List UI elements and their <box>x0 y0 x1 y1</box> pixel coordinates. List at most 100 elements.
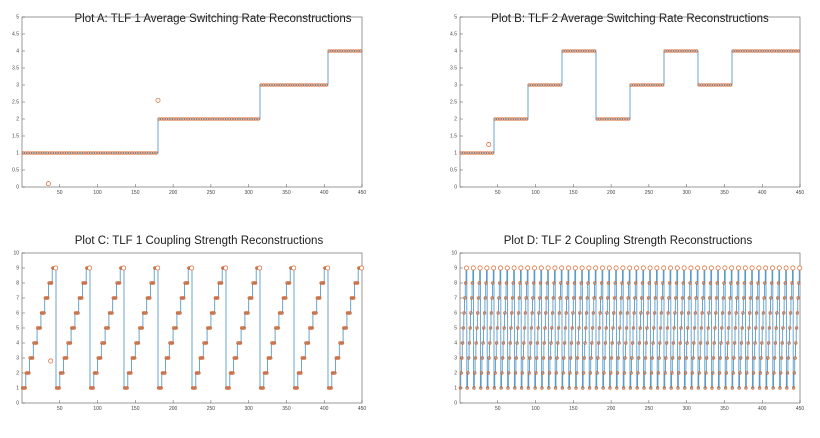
reconstruction-marker <box>735 281 740 285</box>
peak-marker <box>797 265 803 271</box>
reconstruction-marker <box>339 341 343 345</box>
reconstruction-marker <box>642 386 646 390</box>
x-tick-label: 350 <box>720 406 729 412</box>
peak-marker <box>498 265 503 271</box>
reconstruction-marker <box>83 281 88 285</box>
reconstruction-marker <box>248 296 253 300</box>
reconstruction-marker <box>227 386 231 390</box>
x-tick-label: 400 <box>758 190 767 196</box>
reconstruction-marker <box>544 296 549 300</box>
reconstruction-marker <box>226 386 230 390</box>
reconstruction-marker <box>536 326 540 330</box>
reconstruction-marker <box>701 281 706 285</box>
reconstruction-marker <box>496 311 500 315</box>
reconstruction-marker <box>731 371 735 375</box>
reconstruction-marker <box>195 371 200 375</box>
reconstruction-marker <box>653 296 658 300</box>
peak-marker <box>606 265 612 271</box>
reconstruction-marker <box>757 386 762 390</box>
reconstruction-marker <box>646 311 650 315</box>
reconstruction-marker <box>329 386 333 390</box>
reconstruction-marker <box>501 341 506 345</box>
reconstruction-marker <box>117 281 122 285</box>
x-tick-label: 150 <box>131 190 140 196</box>
peak-marker <box>477 265 483 271</box>
reconstruction-marker <box>541 371 545 375</box>
reconstruction-marker <box>127 371 132 375</box>
peak-marker <box>87 265 93 271</box>
reconstruction-marker <box>674 281 679 285</box>
reconstruction-marker <box>739 341 744 345</box>
reconstruction-marker <box>722 281 726 285</box>
reconstruction-marker <box>714 311 718 315</box>
reconstruction-marker <box>732 356 736 360</box>
reconstruction-marker <box>637 341 642 345</box>
reconstruction-marker <box>587 386 592 390</box>
reconstruction-marker <box>534 371 538 375</box>
peak-marker <box>518 265 524 271</box>
plot-d-title: Plot D: TLF 2 Coupling Strength Reconstr… <box>504 235 753 247</box>
reconstruction-marker <box>697 371 701 375</box>
reconstruction-marker <box>234 356 239 360</box>
reconstruction-marker <box>528 356 532 360</box>
reconstruction-marker <box>301 356 306 360</box>
reconstruction-marker <box>730 386 735 390</box>
reconstruction-marker <box>625 311 630 315</box>
outlier-marker <box>48 358 54 364</box>
reconstruction-marker <box>135 341 139 345</box>
reconstruction-marker <box>490 151 495 155</box>
reconstruction-marker <box>358 49 363 53</box>
reconstruction-marker <box>783 281 787 285</box>
reconstruction-marker <box>124 386 128 390</box>
x-tick-label: 250 <box>645 406 654 412</box>
reconstruction-marker <box>661 281 665 285</box>
reconstruction-marker <box>615 386 619 390</box>
reconstruction-marker <box>159 386 163 390</box>
reconstruction-marker <box>93 371 98 375</box>
reconstruction-marker <box>774 326 778 330</box>
reconstruction-marker <box>638 326 642 330</box>
x-tick-label: 300 <box>682 406 691 412</box>
reconstruction-marker <box>527 371 531 375</box>
peak-marker <box>504 265 510 271</box>
reconstruction-marker <box>753 341 757 345</box>
outlier-marker <box>45 181 51 187</box>
reconstruction-marker <box>516 311 521 315</box>
reconstruction-marker <box>718 356 722 360</box>
reconstruction-marker <box>646 296 651 300</box>
reconstruction-marker <box>170 341 175 345</box>
reconstruction-marker <box>685 341 689 345</box>
reconstruction-marker <box>42 311 46 315</box>
reconstruction-marker <box>241 326 245 330</box>
reconstruction-marker <box>542 341 546 345</box>
reconstruction-marker <box>749 281 753 285</box>
reconstruction-marker <box>507 356 512 360</box>
reconstruction-marker <box>465 386 469 390</box>
reconstruction-marker <box>208 326 212 330</box>
reconstruction-marker <box>37 326 41 330</box>
reconstruction-marker <box>622 371 627 375</box>
reconstruction-marker <box>112 296 117 300</box>
reconstruction-marker <box>340 341 345 345</box>
y-tick-label: 5 <box>16 326 19 332</box>
reconstruction-marker <box>650 356 654 360</box>
reconstruction-marker <box>579 281 583 285</box>
reconstruction-marker <box>493 371 497 375</box>
peak-marker <box>511 265 517 271</box>
reconstruction-marker <box>776 281 781 285</box>
reconstruction-marker <box>344 326 348 330</box>
reconstruction-marker <box>144 311 148 315</box>
reconstruction-marker <box>592 296 596 300</box>
reconstruction-marker <box>660 296 664 300</box>
reconstruction-marker <box>707 311 711 315</box>
reconstruction-marker <box>180 296 185 300</box>
reconstruction-marker <box>219 281 224 285</box>
reconstruction-marker <box>601 386 605 390</box>
peak-marker <box>53 265 59 271</box>
reconstruction-marker <box>178 311 182 315</box>
reconstruction-marker <box>516 326 520 330</box>
plot-b: Plot B: TLF 2 Average Switching Rate Rec… <box>450 13 804 196</box>
reconstruction-marker <box>33 341 37 345</box>
reconstruction-marker <box>595 371 599 375</box>
reconstruction-marker <box>477 281 481 285</box>
